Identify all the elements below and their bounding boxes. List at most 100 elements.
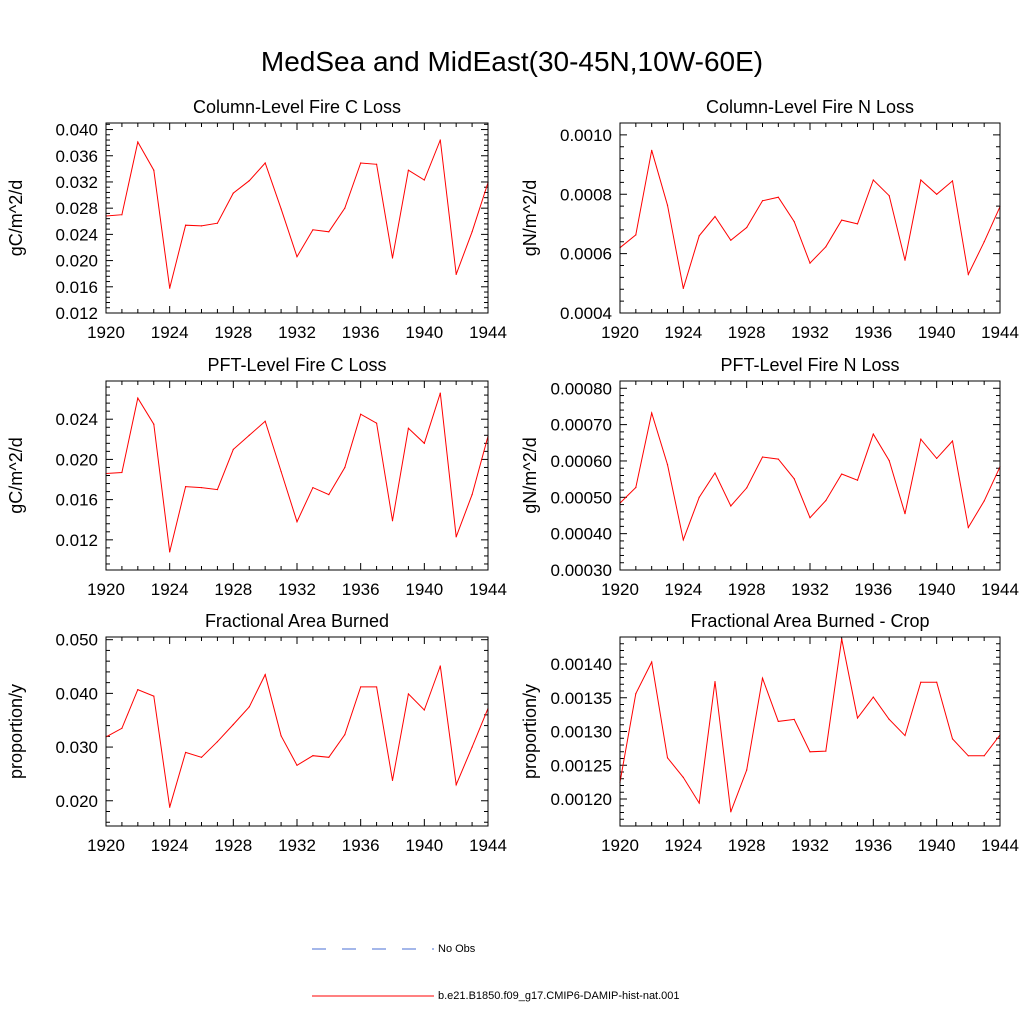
data-point [344, 466, 346, 469]
x-tick-label: 1936 [854, 580, 892, 599]
data-point [888, 459, 890, 462]
data-point [809, 751, 811, 753]
data-point [471, 746, 473, 748]
x-tick-label: 1928 [728, 836, 766, 855]
y-tick-label: 0.00080 [551, 379, 612, 398]
data-point [793, 718, 795, 720]
x-tick-label: 1932 [791, 580, 829, 599]
y-tick-label: 0.030 [55, 738, 98, 757]
x-tick-label: 1936 [854, 323, 892, 342]
data-point [666, 757, 669, 759]
data-point [153, 695, 155, 697]
data-point [872, 179, 874, 181]
y-tick-label: 0.00030 [551, 561, 612, 580]
series-line [105, 392, 489, 553]
x-tick-label: 1932 [278, 323, 316, 342]
data-point [344, 207, 346, 209]
series-line [619, 411, 1001, 542]
data-point [951, 180, 954, 182]
x-tick-label: 1940 [405, 323, 443, 342]
data-point [328, 231, 330, 233]
data-point [746, 769, 748, 771]
data-point [375, 422, 378, 424]
data-point [232, 192, 234, 194]
data-point [360, 686, 362, 688]
data-point [137, 141, 139, 143]
data-point [312, 755, 314, 757]
y-tick-label: 0.00040 [551, 525, 612, 544]
y-tick-label: 0.00050 [551, 488, 612, 507]
x-tick-label: 1944 [469, 836, 507, 855]
data-point [872, 696, 874, 698]
data-point [184, 224, 187, 226]
data-point [983, 500, 985, 502]
data-point [698, 235, 700, 237]
data-point [439, 139, 441, 141]
y-tick-label: 0.024 [55, 410, 98, 429]
chart-panel-6: Fractional Area Burned - Crop proportion/… [520, 611, 1019, 855]
series-line [619, 150, 1001, 289]
chart-panel-3: PFT-Level Fire C Loss gC/m^2/d 1920 1924 192… [6, 355, 507, 599]
x-tick-label: 1940 [405, 580, 443, 599]
data-point [391, 779, 394, 781]
data-point [312, 486, 314, 489]
data-point [951, 738, 954, 740]
x-tick-label: 1924 [664, 580, 702, 599]
data-point [635, 693, 637, 695]
data-point [841, 473, 843, 475]
data-point [248, 180, 250, 182]
data-point [280, 735, 282, 737]
panel-title: PFT-Level Fire N Loss [720, 355, 899, 375]
chart-panel-5: Fractional Area Burned proportion/y 1920 19… [6, 611, 507, 855]
x-tick-label: 1924 [151, 836, 189, 855]
x-tick-label: 1928 [214, 836, 252, 855]
y-tick-label: 0.040 [55, 684, 98, 703]
x-tick-label: 1920 [601, 580, 639, 599]
data-point [423, 709, 425, 711]
data-point [232, 448, 234, 450]
data-point [439, 665, 441, 667]
data-point [216, 488, 219, 491]
x-tick-label: 1940 [918, 836, 956, 855]
y-tick-label: 0.0004 [560, 304, 612, 323]
y-axis-label: gC/m^2/d [6, 180, 26, 256]
data-point [375, 163, 378, 165]
data-point [264, 162, 266, 164]
y-tick-label: 0.040 [55, 121, 98, 140]
data-point [360, 413, 362, 415]
y-tick-label: 0.028 [55, 199, 98, 218]
data-point [967, 755, 969, 757]
data-point [904, 513, 906, 515]
panel-title: PFT-Level Fire C Loss [207, 355, 386, 375]
data-point [920, 438, 922, 440]
data-point [200, 756, 203, 758]
data-point [423, 179, 425, 181]
x-tick-label: 1944 [469, 580, 507, 599]
data-point [841, 219, 843, 221]
data-point [328, 756, 330, 758]
y-axis-label: gN/m^2/d [520, 180, 540, 256]
data-point [777, 458, 779, 460]
y-tick-label: 0.020 [55, 450, 98, 469]
x-tick-label: 1932 [278, 836, 316, 855]
data-point [471, 494, 473, 496]
data-point [439, 392, 441, 394]
y-axis-label: gC/m^2/d [6, 437, 26, 513]
data-point [730, 505, 732, 507]
x-tick-label: 1936 [342, 323, 380, 342]
plot-frame [619, 636, 1001, 827]
data-point [651, 149, 653, 151]
data-point [698, 802, 700, 804]
series-line [619, 638, 1001, 812]
data-point [777, 196, 779, 198]
x-tick-label: 1932 [791, 323, 829, 342]
data-point [730, 811, 732, 813]
data-point [296, 764, 298, 766]
data-point [666, 204, 669, 206]
chart-panel-1: Column-Level Fire C Loss gC/m^2/d 1920 1924… [6, 97, 507, 342]
data-point [471, 231, 473, 233]
y-axis-label: gN/m^2/d [520, 437, 540, 513]
data-point [169, 287, 171, 289]
data-point [856, 717, 859, 719]
